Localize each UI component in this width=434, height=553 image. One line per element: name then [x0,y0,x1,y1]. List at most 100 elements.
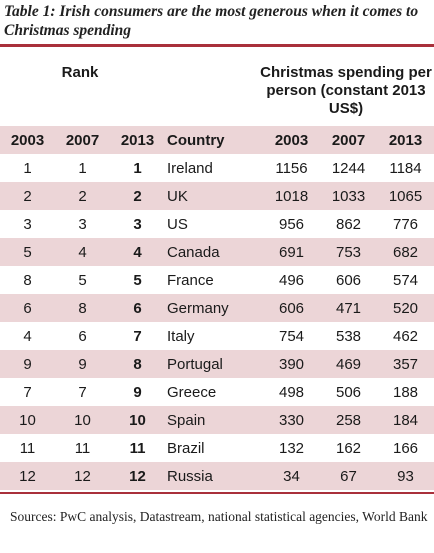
rank-2013-cell: 3 [133,215,142,233]
rank-2007-cell: 8 [55,294,110,322]
column-header-row: 2003 2007 2013 Country 2003 2007 2013 [0,126,434,154]
column-header: Country [165,126,263,154]
rank-2013-cell: 2 [110,182,165,210]
spend-2007-cell: 606 [335,271,362,289]
table-row: 1 1 1 Ireland 1156 1244 1184 [0,154,434,182]
table-row: 5 4 4 Canada 691 753 682 [0,238,434,266]
table-row: 12 12 12 Russia 34 67 93 [0,462,434,490]
rank-2003-cell: 2 [0,182,55,210]
rank-2013-cell: 11 [129,439,146,457]
country-cell: France [167,271,214,289]
table-row: 7 7 9 Greece 498 506 188 [0,378,434,406]
spend-2013-cell: 574 [392,271,419,289]
spend-2003-cell: 34 [263,462,320,490]
rank-2013-cell: 8 [110,350,165,378]
column-header: 2003 [0,126,55,154]
country-cell: Portugal [165,350,263,378]
spend-2013-cell: 462 [392,327,419,345]
column-header: 2013 [377,126,434,154]
country-cell: Germany [165,294,263,322]
rank-2007-cell: 6 [78,327,87,345]
spending-group-header: Christmas spending per person (constant … [260,64,432,117]
table-row: 10 10 10 Spain 330 258 184 [0,406,434,434]
spend-2003-cell: 390 [263,350,320,378]
rank-2003-cell: 4 [23,327,32,345]
spend-2003-cell: 606 [263,294,320,322]
table-row: 9 9 8 Portugal 390 469 357 [0,350,434,378]
rank-2003-cell: 10 [0,406,55,434]
rank-2007-cell: 7 [78,383,87,401]
rank-2013-cell: 5 [133,271,142,289]
spend-2007-cell: 1033 [320,182,377,210]
rank-2003-cell: 12 [0,462,55,490]
country-cell: US [167,215,188,233]
spend-2007-cell: 258 [320,406,377,434]
source-note: Sources: PwC analysis, Datastream, natio… [10,509,428,524]
spend-2013-cell: 1065 [377,182,434,210]
country-cell: Spain [165,406,263,434]
spend-2013-cell: 93 [377,462,434,490]
country-cell: Brazil [167,439,205,457]
spend-2007-cell: 1244 [331,159,366,177]
rank-2007-cell: 10 [55,406,110,434]
spend-2007-cell: 862 [335,215,362,233]
spend-2003-cell: 1018 [263,182,320,210]
country-cell: Russia [165,462,263,490]
rank-2007-cell: 2 [55,182,110,210]
bottom-rule [0,492,434,494]
country-cell: Canada [165,238,263,266]
spend-2013-cell: 166 [392,439,419,457]
spend-2007-cell: 469 [320,350,377,378]
spend-2007-cell: 753 [320,238,377,266]
rank-2007-cell: 5 [78,271,87,289]
rank-2007-cell: 1 [78,159,87,177]
spend-2003-cell: 691 [263,238,320,266]
rank-2003-cell: 7 [23,383,32,401]
column-header: 2003 [263,126,320,154]
rank-2007-cell: 12 [55,462,110,490]
rank-2003-cell: 1 [23,159,32,177]
rank-2013-cell: 9 [133,383,142,401]
country-cell: Italy [167,327,195,345]
spend-2003-cell: 498 [278,383,305,401]
spend-2013-cell: 357 [377,350,434,378]
spend-2007-cell: 538 [335,327,362,345]
rank-2013-cell: 6 [110,294,165,322]
spend-2007-cell: 162 [335,439,362,457]
table-row: 4 6 7 Italy 754 538 462 [0,322,434,350]
rank-2013-cell: 7 [133,327,142,345]
rank-2003-cell: 6 [0,294,55,322]
rank-group-header: Rank [61,64,99,81]
table-row: 2 2 2 UK 1018 1033 1065 [0,182,434,210]
rank-2013-cell: 12 [110,462,165,490]
country-cell: UK [165,182,263,210]
rank-2013-cell: 10 [110,406,165,434]
rank-2003-cell: 3 [23,215,32,233]
column-header: 2007 [320,126,377,154]
spend-2013-cell: 188 [392,383,419,401]
spend-2007-cell: 471 [320,294,377,322]
spend-2013-cell: 520 [377,294,434,322]
rank-2003-cell: 11 [19,439,36,457]
rank-2013-cell: 4 [110,238,165,266]
country-cell: Greece [167,383,217,401]
table-row: 11 11 11 Brazil 132 162 166 [0,434,434,462]
spend-2007-cell: 67 [320,462,377,490]
column-header: 2013 [110,126,165,154]
spend-2013-cell: 776 [392,215,419,233]
country-cell: Ireland [167,159,213,177]
spend-2003-cell: 1156 [275,159,308,177]
rank-2003-cell: 8 [23,271,32,289]
spend-2003-cell: 754 [278,327,305,345]
table-row: 3 3 3 US 956 862 776 [0,210,434,238]
top-rule [0,44,434,47]
spend-2013-cell: 1184 [389,159,422,177]
spend-2003-cell: 132 [278,439,305,457]
rank-2007-cell: 11 [74,439,91,457]
spend-2003-cell: 956 [278,215,305,233]
rank-2007-cell: 3 [78,215,87,233]
rank-2003-cell: 5 [0,238,55,266]
spend-2013-cell: 682 [377,238,434,266]
spend-2007-cell: 506 [335,383,362,401]
